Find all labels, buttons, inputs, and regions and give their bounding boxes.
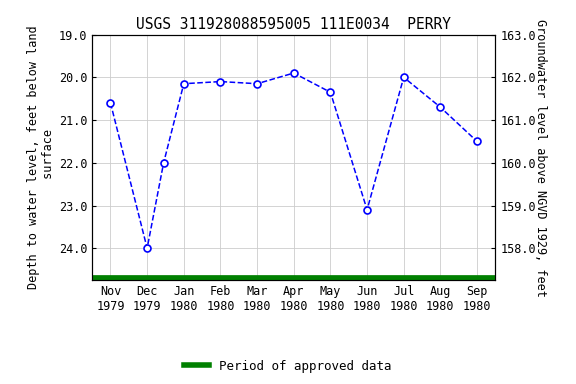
Legend: Period of approved data: Period of approved data bbox=[179, 355, 397, 378]
Title: USGS 311928088595005 111E0034  PERRY: USGS 311928088595005 111E0034 PERRY bbox=[137, 17, 451, 32]
Y-axis label: Depth to water level, feet below land
 surface: Depth to water level, feet below land su… bbox=[26, 26, 55, 289]
Y-axis label: Groundwater level above NGVD 1929, feet: Groundwater level above NGVD 1929, feet bbox=[534, 18, 547, 296]
